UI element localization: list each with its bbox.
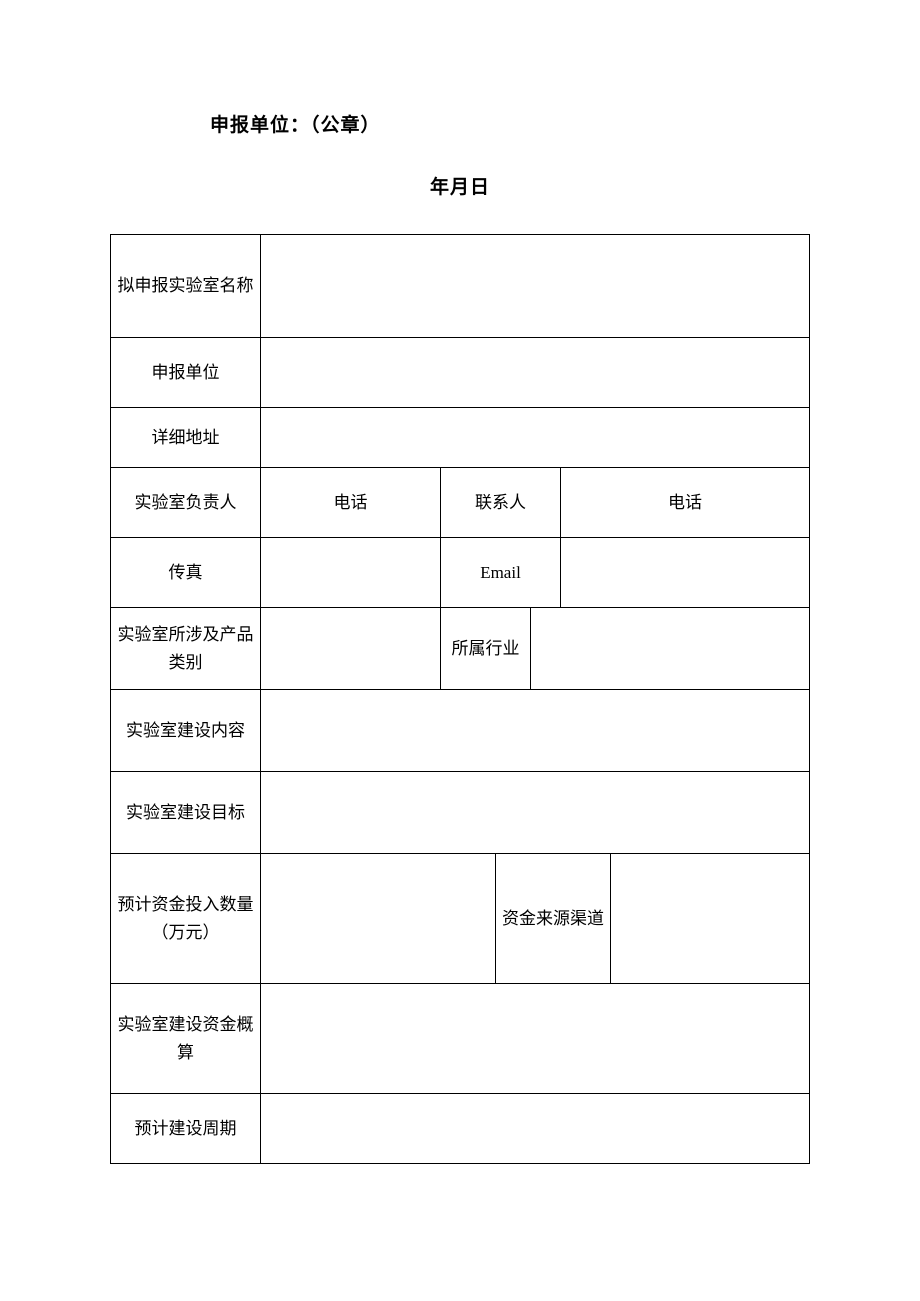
header-date: 年月日 <box>110 172 810 199</box>
value-budget-estimate[interactable] <box>261 984 810 1094</box>
label-funding-source: 资金来源渠道 <box>496 854 611 984</box>
value-construction-content[interactable] <box>261 690 810 772</box>
value-product-category[interactable] <box>261 608 441 690</box>
document-container: 申报单位：（公章） 年月日 拟申报实验室名称 申报单位 详细地址 实验室负责人 … <box>0 0 920 1164</box>
value-funding-source[interactable] <box>611 854 810 984</box>
value-industry[interactable] <box>531 608 810 690</box>
label-email: Email <box>441 538 561 608</box>
value-investment-amount[interactable] <box>261 854 496 984</box>
value-construction-period[interactable] <box>261 1094 810 1164</box>
value-email[interactable] <box>561 538 810 608</box>
label-industry: 所属行业 <box>441 608 531 690</box>
label-construction-content: 实验室建设内容 <box>111 690 261 772</box>
value-fax[interactable] <box>261 538 441 608</box>
label-phone1: 电话 <box>261 468 441 538</box>
label-construction-period: 预计建设周期 <box>111 1094 261 1164</box>
application-form-table: 拟申报实验室名称 申报单位 详细地址 实验室负责人 电话 联系人 电话 传真 E… <box>110 234 810 1164</box>
label-director: 实验室负责人 <box>111 468 261 538</box>
value-lab-name[interactable] <box>261 235 810 338</box>
label-applicant: 申报单位 <box>111 338 261 408</box>
label-contact: 联系人 <box>441 468 561 538</box>
value-applicant[interactable] <box>261 338 810 408</box>
label-lab-name: 拟申报实验室名称 <box>111 235 261 338</box>
value-address[interactable] <box>261 408 810 468</box>
label-fax: 传真 <box>111 538 261 608</box>
label-phone2: 电话 <box>561 468 810 538</box>
label-investment-amount: 预计资金投入数量（万元） <box>111 854 261 984</box>
value-construction-goal[interactable] <box>261 772 810 854</box>
label-construction-goal: 实验室建设目标 <box>111 772 261 854</box>
label-budget-estimate: 实验室建设资金概算 <box>111 984 261 1094</box>
label-address: 详细地址 <box>111 408 261 468</box>
header-applicant-seal: 申报单位：（公章） <box>210 110 810 137</box>
label-product-category: 实验室所涉及产品类别 <box>111 608 261 690</box>
